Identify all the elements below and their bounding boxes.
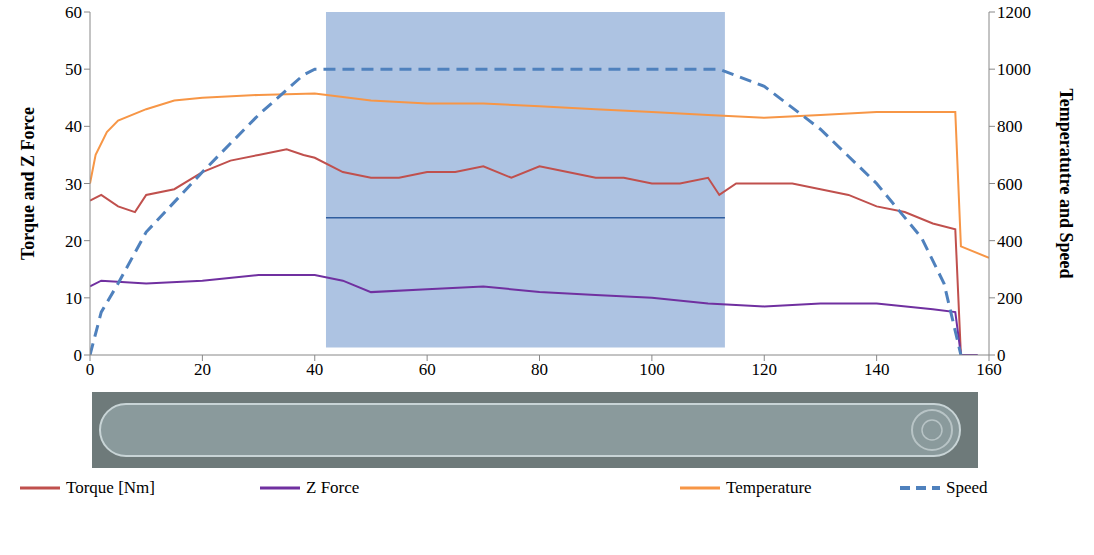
svg-text:30: 30 bbox=[65, 175, 82, 194]
svg-text:20: 20 bbox=[194, 360, 211, 379]
svg-text:1000: 1000 bbox=[997, 60, 1031, 79]
svg-text:100: 100 bbox=[639, 360, 665, 379]
svg-text:140: 140 bbox=[864, 360, 890, 379]
svg-text:60: 60 bbox=[419, 360, 436, 379]
svg-text:10: 10 bbox=[65, 289, 82, 308]
svg-text:50: 50 bbox=[65, 60, 82, 79]
svg-text:0: 0 bbox=[997, 346, 1006, 365]
svg-text:Temperatutre and Speed: Temperatutre and Speed bbox=[1056, 88, 1076, 278]
html-text:Temperature: Temperature bbox=[726, 478, 812, 497]
svg-text:200: 200 bbox=[997, 289, 1023, 308]
svg-text:800: 800 bbox=[997, 117, 1023, 136]
html-text:Speed: Speed bbox=[946, 478, 988, 497]
svg-text:Torque and Z Force: Torque and Z Force bbox=[18, 107, 38, 260]
html-text:Torque [Nm]: Torque [Nm] bbox=[66, 478, 155, 497]
html-text:Z Force: Z Force bbox=[306, 478, 360, 497]
svg-text:160: 160 bbox=[976, 360, 1002, 380]
svg-text:60: 60 bbox=[65, 3, 82, 22]
svg-text:0: 0 bbox=[86, 360, 95, 379]
svg-text:600: 600 bbox=[997, 175, 1023, 194]
svg-text:40: 40 bbox=[65, 117, 82, 136]
svg-text:0: 0 bbox=[74, 346, 83, 365]
svg-text:400: 400 bbox=[997, 232, 1023, 251]
svg-text:1200: 1200 bbox=[997, 3, 1031, 22]
svg-text:80: 80 bbox=[531, 360, 548, 379]
svg-text:120: 120 bbox=[752, 360, 778, 379]
svg-text:40: 40 bbox=[306, 360, 323, 379]
svg-text:20: 20 bbox=[65, 232, 82, 251]
